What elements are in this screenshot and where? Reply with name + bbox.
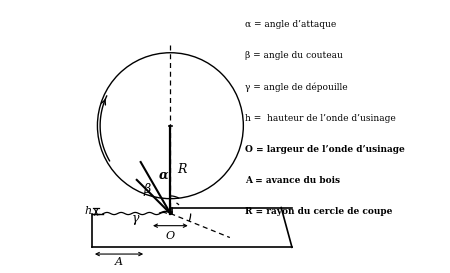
- Text: A: A: [115, 257, 123, 267]
- Text: R: R: [177, 163, 186, 176]
- Text: α = angle d’attaque: α = angle d’attaque: [245, 20, 336, 29]
- Text: β: β: [144, 183, 151, 196]
- Text: O = largeur de l’onde d’usinage: O = largeur de l’onde d’usinage: [245, 145, 405, 154]
- Text: O: O: [166, 230, 175, 241]
- Text: h: h: [84, 206, 91, 216]
- Text: β = angle du couteau: β = angle du couteau: [245, 51, 342, 60]
- Text: A = avance du bois: A = avance du bois: [245, 176, 340, 185]
- Text: h =  hauteur de l’onde d’usinage: h = hauteur de l’onde d’usinage: [245, 114, 396, 123]
- Text: γ: γ: [131, 212, 139, 225]
- Text: R = rayon du cercle de coupe: R = rayon du cercle de coupe: [245, 207, 392, 216]
- Text: α: α: [159, 169, 168, 182]
- Text: γ = angle de dépouille: γ = angle de dépouille: [245, 82, 347, 92]
